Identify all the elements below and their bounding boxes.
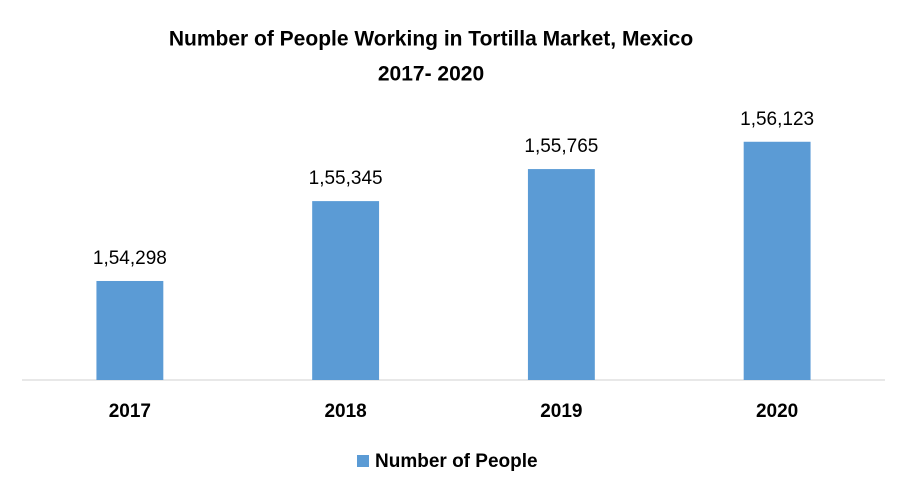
x-tick-label: 2017 — [109, 401, 151, 422]
bar — [312, 201, 380, 380]
value-label: 1,54,298 — [93, 248, 167, 269]
x-tick-label: 2019 — [540, 401, 582, 422]
x-tick-label: 2020 — [756, 401, 798, 422]
legend-swatch — [357, 455, 369, 467]
chart-subtitle: 2017- 2020 — [378, 63, 484, 86]
x-tick-label: 2018 — [324, 401, 366, 422]
value-label: 1,55,765 — [524, 136, 598, 157]
chart-title: Number of People Working in Tortilla Mar… — [169, 28, 693, 51]
bar — [527, 169, 595, 380]
value-label: 1,56,123 — [740, 109, 814, 130]
bar — [96, 280, 164, 380]
legend-label: Number of People — [375, 451, 538, 472]
value-label: 1,55,345 — [309, 168, 383, 189]
bar — [743, 141, 811, 380]
